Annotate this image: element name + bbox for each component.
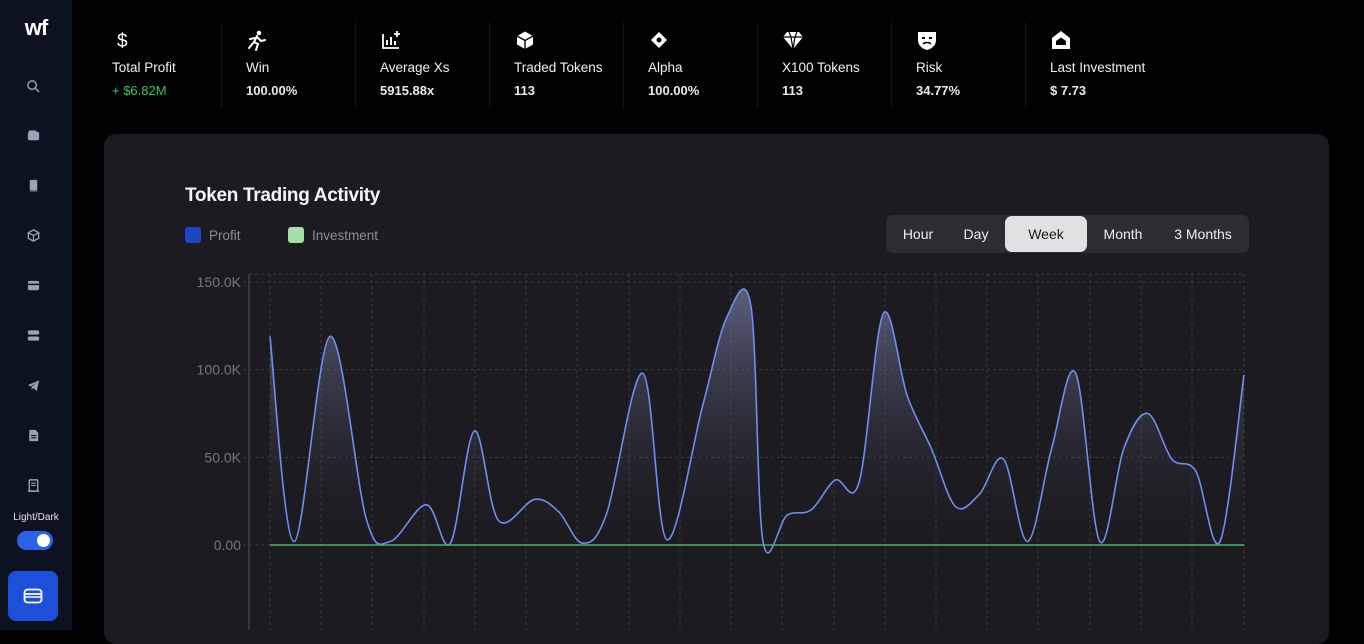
divider [757,22,758,108]
stat-label: Traded Tokens [514,60,603,75]
stat-label: Win [246,60,270,75]
stat-value: 100.00% [648,83,700,98]
range-hour-button[interactable]: Hour [902,226,934,242]
y-tick-label: 100.0K [197,362,242,378]
dollar-icon: $ [112,29,136,53]
divider [623,22,624,108]
stat-value: 5915.88x [380,83,435,98]
profit-area [270,288,1244,553]
logo: wf [24,15,48,40]
divider [891,22,892,108]
house-icon [1050,29,1074,53]
time-range-selector: Hour Day Week Month 3 Months [886,215,1249,253]
theme-toggle[interactable] [17,531,53,550]
chart-plus-icon [380,29,404,53]
legend-swatch [185,227,201,243]
stat-label: Last Investment [1050,60,1146,75]
theme-toggle-label: Light/Dark [13,512,59,523]
divider [221,22,222,108]
svg-text:$: $ [117,31,128,51]
stat-label: Total Profit [112,60,176,75]
receipt-icon[interactable] [24,476,42,494]
runner-icon [246,29,270,53]
telegram-icon[interactable] [24,376,42,394]
search-icon[interactable] [24,77,42,95]
toggle-knob [37,534,50,547]
cube-icon[interactable] [24,226,42,244]
range-week-button[interactable]: Week [1005,216,1087,252]
trading-activity-chart: 150.0K 100.0K 50.0K 0.00 [197,273,1245,630]
mask-icon [916,29,940,53]
y-tick-label: 0.00 [214,537,241,553]
card-icon[interactable] [24,276,42,294]
stat-value: 113 [782,83,803,98]
sidebar: wf Light/Dark [0,0,72,630]
legend-label: Profit [209,227,241,243]
stat-value: 113 [514,83,535,98]
stat-label: Average Xs [380,60,450,75]
y-tick-label: 150.0K [197,274,242,290]
stat-value: 100.00% [246,83,298,98]
divider [1025,22,1026,108]
stat-value: $ 7.73 [1050,83,1087,98]
book-icon[interactable] [24,176,42,194]
card-title: Token Trading Activity [185,185,381,206]
wallet-icon [23,588,43,604]
divider [489,22,490,108]
trading-activity-card: Token Trading Activity Profit Investment… [104,134,1329,644]
y-axis-ticks: 150.0K 100.0K 50.0K 0.00 [197,274,242,553]
stat-value: + $6.82M [112,83,167,98]
range-month-button[interactable]: Month [1103,226,1143,242]
stat-label: Risk [916,60,943,75]
y-tick-label: 50.0K [204,449,241,465]
legend-swatch [288,227,304,243]
legend-label: Investment [312,227,379,243]
legend-profit[interactable]: Profit [185,227,241,243]
connect-wallet-button[interactable] [8,571,58,621]
stat-value: 34.77% [916,83,961,98]
gem-icon [782,29,806,53]
range-day-button[interactable]: Day [963,226,989,242]
stat-label: X100 Tokens [782,60,860,75]
wallet-icon[interactable] [24,126,42,144]
server-icon[interactable] [24,326,42,344]
stat-label: Alpha [648,60,683,75]
cube-icon [514,29,538,53]
diamond-icon [648,29,672,53]
divider [355,22,356,108]
range-3months-button[interactable]: 3 Months [1174,226,1232,242]
profit-series-line [269,288,1245,554]
legend-investment[interactable]: Investment [288,227,378,243]
document-icon[interactable] [24,426,42,444]
